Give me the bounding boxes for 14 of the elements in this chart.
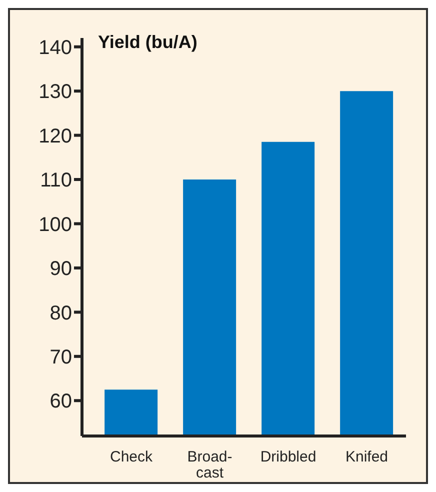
y-tick-label: 140 — [38, 36, 72, 59]
x-tick-label: Knifed — [345, 448, 388, 466]
y-tick-label: 60 — [50, 390, 72, 413]
y-tick-label: 130 — [38, 81, 72, 104]
y-tick-label: 110 — [40, 170, 72, 192]
x-tick-label: Dribbled — [260, 448, 316, 466]
y-tick-label: 70 — [50, 346, 72, 368]
x-tick-label: Check — [110, 448, 153, 466]
chart-title: Yield (bu/A) — [98, 32, 198, 53]
y-tick-label: 90 — [50, 258, 72, 280]
y-tick-label: 120 — [38, 125, 72, 148]
y-tick-label: 80 — [50, 302, 72, 324]
y-tick-label: 100 — [38, 214, 72, 236]
x-tick-label: Broad- cast — [187, 448, 232, 482]
